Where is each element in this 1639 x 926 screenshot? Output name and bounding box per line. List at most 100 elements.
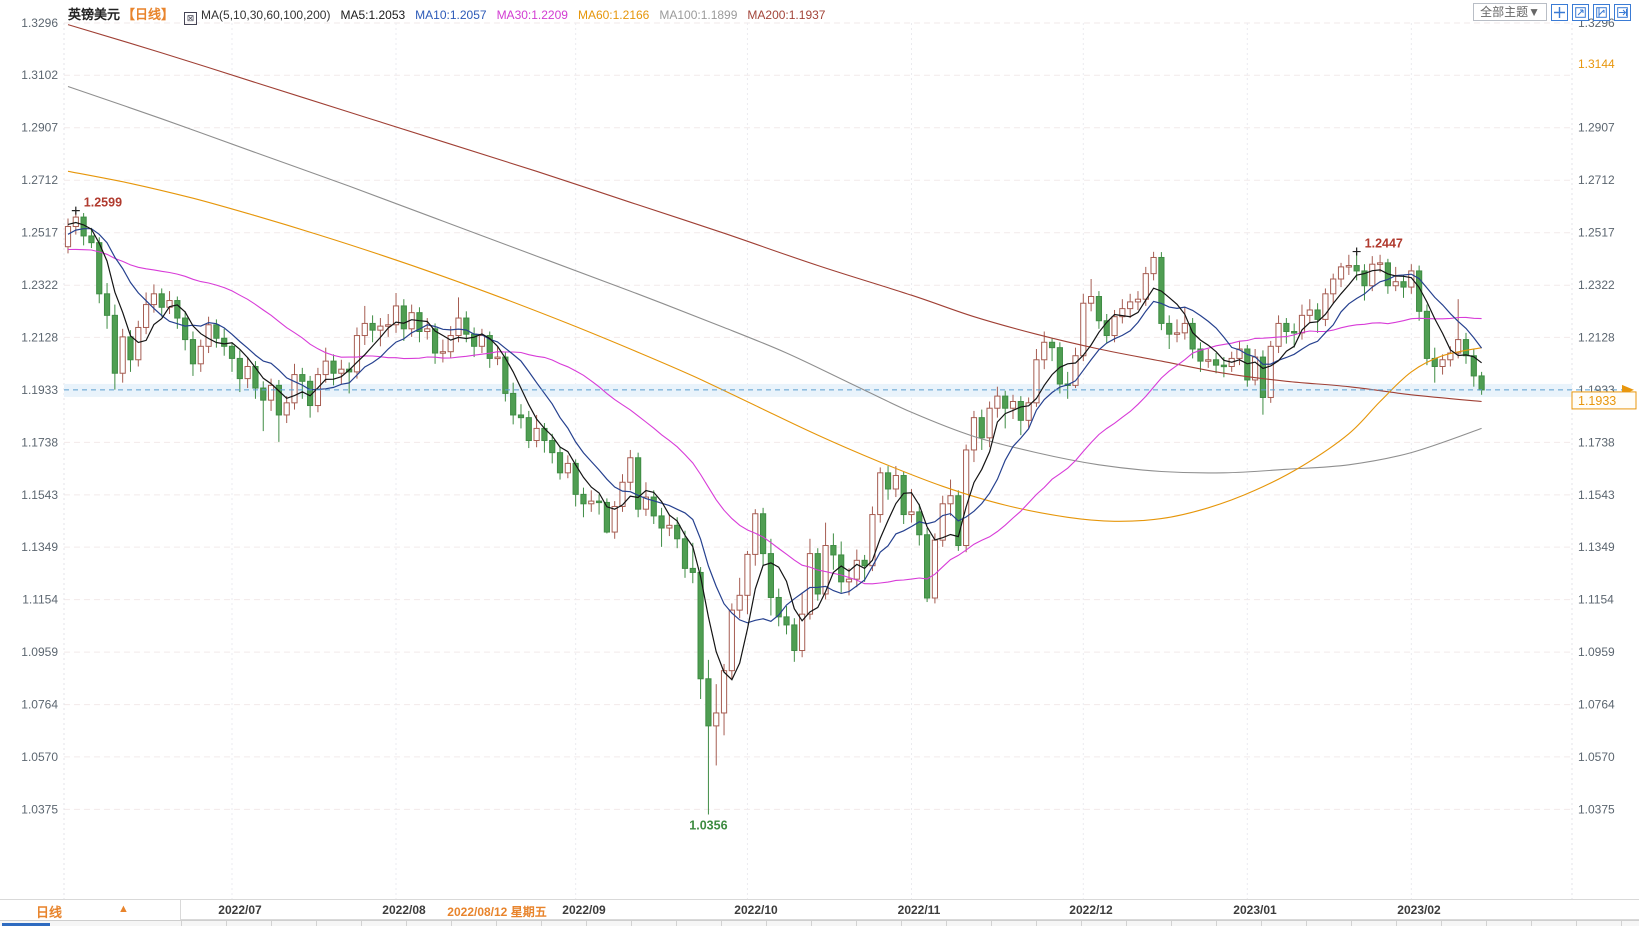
candle [1314, 309, 1321, 320]
candle [455, 317, 462, 337]
candle [736, 594, 743, 611]
period-tag: 【日线】 [122, 7, 175, 22]
candle [174, 300, 181, 319]
ma-legend-item: MA10:1.2057 [415, 8, 487, 22]
strip-tab-active[interactable]: K线 [2, 923, 50, 926]
left-axis-label: 1.0570 [21, 750, 58, 764]
candle [353, 335, 361, 373]
candle [463, 317, 470, 335]
candle [189, 339, 197, 365]
candle [1009, 400, 1017, 409]
candle [603, 501, 610, 533]
candle [447, 335, 454, 353]
candle [260, 387, 267, 401]
candle [299, 374, 306, 382]
candle [744, 553, 751, 596]
candle [252, 365, 259, 389]
candle [377, 325, 384, 331]
pan-crosshair-icon[interactable] [1551, 3, 1568, 21]
candle [1455, 339, 1462, 354]
candle [838, 554, 845, 583]
bottom-toolbar-clipped[interactable]: K线 模板画线设置 [0, 920, 1639, 926]
candle [1470, 355, 1477, 377]
candle [1220, 364, 1227, 368]
candle [697, 571, 704, 680]
candle [642, 496, 650, 510]
candle [283, 402, 290, 416]
ma-legend: MA5:1.2053 MA10:1.2057 MA30:1.2209 MA60:1.2… [330, 8, 825, 22]
theme-select-button[interactable]: 全部主题▼ [1473, 3, 1547, 21]
date-axis-row: 日线 ▲ 2022/07 2022/08 2022/08/12 星期五 2022/09… [0, 899, 1639, 920]
candle [689, 567, 696, 573]
current-price-band [64, 383, 1572, 397]
candle [1306, 309, 1313, 316]
price-annotation: 1.2447 [1365, 237, 1403, 251]
candle [588, 500, 595, 505]
candle [775, 596, 782, 618]
axis-scale-icon[interactable] [1593, 3, 1610, 21]
candle [564, 462, 571, 474]
candle [1275, 322, 1282, 347]
indicator-formula-icon[interactable]: ⊠ [184, 12, 198, 25]
fit-chart-icon[interactable] [1572, 3, 1589, 21]
month-label: 2023/02 [1397, 903, 1441, 917]
candle [1322, 293, 1329, 320]
candle [1002, 395, 1009, 409]
go-to-latest-icon[interactable] [1614, 3, 1631, 21]
month-label: 2022/08 [382, 903, 426, 917]
right-axis-label: 1.0764 [1578, 698, 1615, 712]
right-axis-label: 1.2322 [1578, 278, 1615, 292]
candle [970, 417, 978, 451]
ma-line-ma10 [67, 228, 1483, 624]
candle [478, 335, 486, 347]
candle [1127, 301, 1134, 310]
chart-header: 英镑美元 【日线】 ⊠ MA(5,10,30,60,100,200) MA5:1.205… [0, 0, 1639, 25]
left-axis-label: 1.2128 [21, 330, 58, 344]
candle [728, 609, 735, 672]
candle [947, 495, 954, 505]
candle [1212, 359, 1220, 366]
candle [1267, 345, 1274, 398]
period-selector[interactable]: 日线 ▲ [0, 900, 181, 920]
candle [1080, 302, 1087, 357]
candle [939, 503, 946, 541]
candle [127, 336, 134, 361]
candle [119, 336, 126, 374]
candle [486, 335, 493, 359]
ma-legend-item: MA200:1.1937 [747, 8, 826, 22]
candle [791, 624, 798, 652]
candle [611, 505, 618, 533]
candle [1150, 256, 1157, 275]
left-axis-label: 1.1738 [21, 435, 58, 449]
candle [182, 317, 189, 341]
candle [1423, 310, 1431, 359]
candle [197, 345, 204, 365]
candle [338, 368, 345, 374]
ma-line-ma100 [67, 85, 1482, 474]
ma-line-ma60 [67, 170, 1482, 522]
candle [799, 613, 806, 652]
candle [1072, 355, 1079, 386]
candle [1376, 262, 1384, 265]
right-axis-label: 1.0375 [1578, 802, 1615, 816]
ma-line-ma200 [67, 24, 1482, 403]
ma-legend-item: MA100:1.1899 [659, 8, 738, 22]
candle [1205, 359, 1212, 362]
left-axis-label: 1.0764 [21, 698, 58, 712]
candle [1369, 263, 1376, 287]
candle [150, 293, 158, 306]
ma-legend-item: MA60:1.2166 [577, 8, 650, 22]
candle [228, 345, 236, 359]
candle [236, 357, 243, 380]
candle [267, 384, 275, 401]
candle [1197, 348, 1204, 362]
candle [635, 457, 642, 510]
left-axis-label: 1.0959 [21, 645, 58, 659]
left-axis-label: 1.1154 [22, 593, 58, 607]
candle [674, 524, 681, 540]
candle [1142, 273, 1149, 300]
right-axis-label: 1.1349 [1578, 540, 1615, 554]
candle [135, 326, 142, 361]
left-axis-label: 1.1349 [21, 540, 58, 554]
